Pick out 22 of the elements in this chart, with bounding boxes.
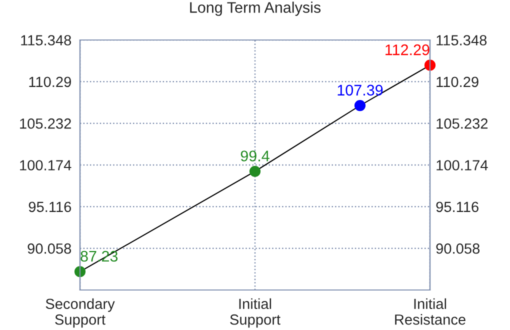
y2-tick-label: 115.348 <box>436 35 487 46</box>
point <box>424 60 436 71</box>
data-label: 107.39 <box>338 84 383 96</box>
data-label: 99.4 <box>240 150 270 162</box>
y-tick-label: 90.058 <box>28 243 72 254</box>
x-tick-label: Initial Support <box>230 298 280 328</box>
y-tick-label: 105.232 <box>20 118 71 129</box>
y-tick-label: 100.174 <box>20 160 72 170</box>
y2-tick-label: 95.116 <box>436 202 478 212</box>
x-tick-label: Secondary Support <box>46 298 115 328</box>
x-tick-label: Initial Resistance <box>395 298 466 325</box>
y2-tick-label: 100.174 <box>436 160 488 170</box>
point <box>354 100 366 112</box>
y2-tick-label: 90.058 <box>436 243 480 254</box>
chart-title: Long Term Analysis <box>190 2 321 16</box>
data-label: 112.29 <box>386 44 430 56</box>
y2-tick-label: 110.29 <box>436 76 478 88</box>
y-tick-label: 95.116 <box>28 202 72 212</box>
point <box>249 166 261 177</box>
y-tick-label: 115.348 <box>21 35 72 46</box>
y-tick-label: 110.29 <box>29 76 71 88</box>
y2-tick-label: 105.232 <box>436 118 488 129</box>
